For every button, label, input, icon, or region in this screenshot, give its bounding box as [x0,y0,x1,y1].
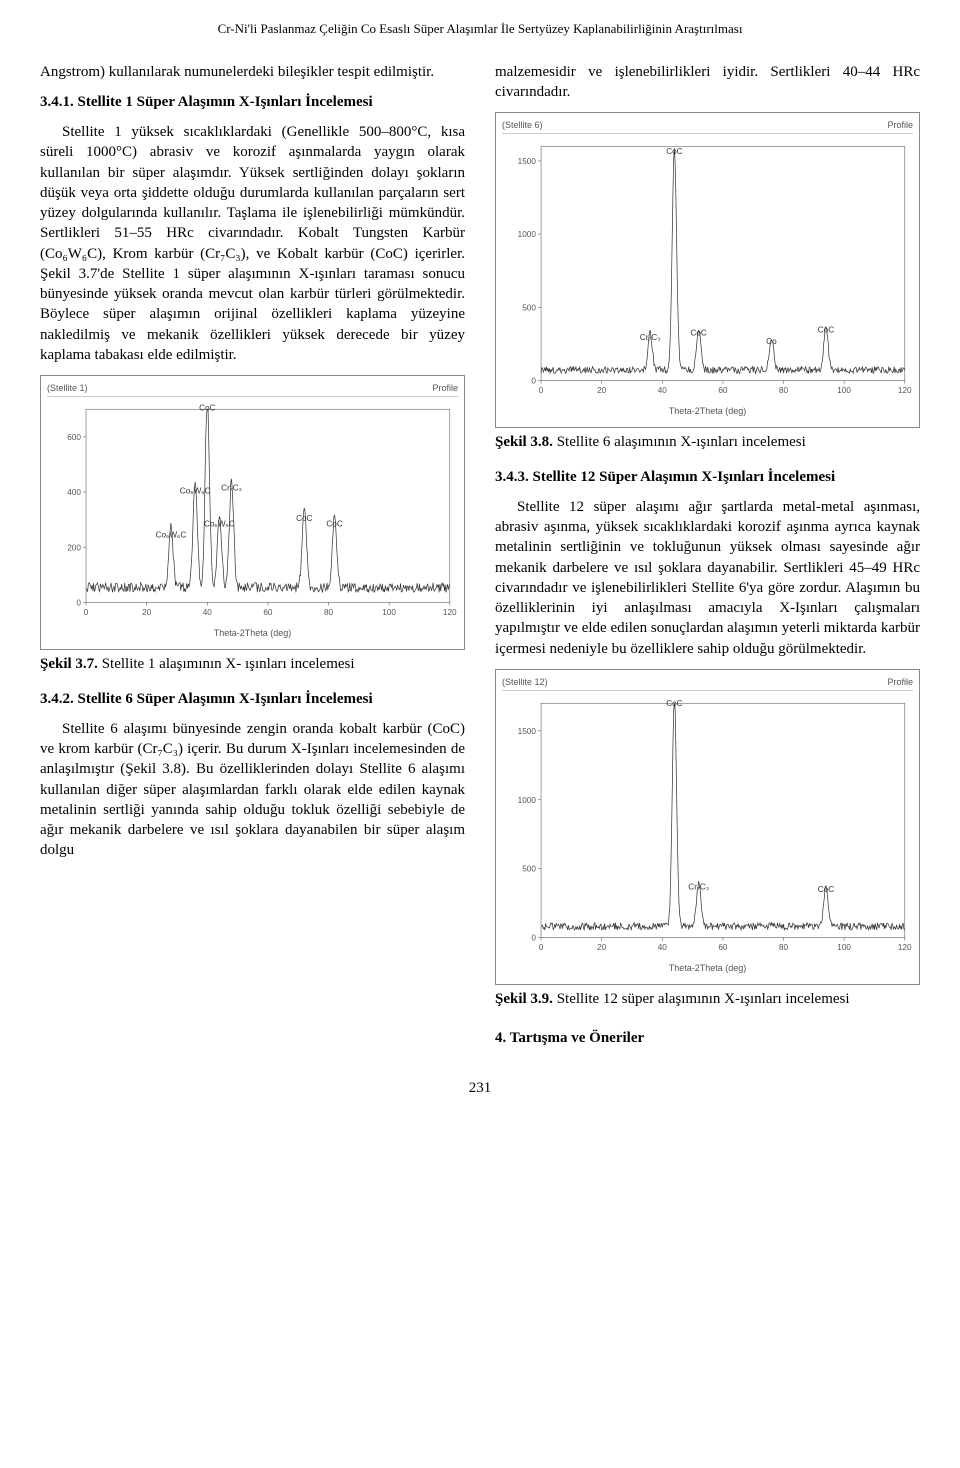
svg-text:0: 0 [539,943,544,952]
svg-text:0: 0 [531,377,536,386]
intro-paragraph: Angstrom) kullanılarak numunelerdeki bil… [40,62,465,82]
chart-header-left: (Stellite 1) [47,382,88,394]
svg-text:60: 60 [718,943,728,952]
svg-text:1000: 1000 [518,796,537,805]
svg-text:100: 100 [837,943,851,952]
figure-3-7-caption: Şekil 3.7. Stellite 1 alaşımının X- ışın… [40,654,465,674]
svg-text:100: 100 [837,386,851,395]
svg-text:Co₆W₆C: Co₆W₆C [180,487,211,496]
svg-text:0: 0 [76,599,81,608]
figure-3-7-chart: (Stellite 1) Profile 0 200 400 600 0 20 40 60 80… [40,375,465,650]
x-axis-label: Theta-2Theta (deg) [47,627,458,639]
section-3-4-3-title: 3.4.3. Stellite 12 Süper Alaşımın X-Işın… [495,467,920,487]
svg-text:CoC: CoC [296,514,312,523]
svg-text:CoC: CoC [818,885,834,894]
svg-text:CoC: CoC [666,699,682,708]
figure-3-9-chart: (Stellite 12) Profile 0 500 1000 1500 0 20 40 6… [495,669,920,985]
x-axis-label: Theta-2Theta (deg) [502,405,913,417]
svg-text:60: 60 [263,608,273,617]
svg-text:600: 600 [67,433,81,442]
chart-header-right: Profile [887,676,913,688]
svg-text:1000: 1000 [518,230,537,239]
svg-text:400: 400 [67,488,81,497]
svg-text:60: 60 [718,386,728,395]
stellite12-svg: 0 500 1000 1500 0 20 40 60 80 100 120 CoC Cr₇C₃ CoC [502,693,913,960]
svg-text:500: 500 [522,304,536,313]
svg-text:Cr₇C₃: Cr₇C₃ [688,882,709,891]
svg-text:CoC: CoC [666,147,682,156]
continuation-paragraph: malzemesidir ve işlenebilirlikleri iyidi… [495,62,920,103]
svg-text:80: 80 [779,943,789,952]
svg-text:Co₆W₆C: Co₆W₆C [204,520,235,529]
svg-text:120: 120 [898,943,912,952]
svg-text:120: 120 [443,608,457,617]
svg-text:CoC: CoC [199,404,215,413]
svg-text:0: 0 [531,934,536,943]
chart-header-left: (Stellite 6) [502,119,543,131]
svg-text:CoC: CoC [690,329,706,338]
svg-text:500: 500 [522,865,536,874]
svg-text:40: 40 [658,386,668,395]
section-3-4-1-title: 3.4.1. Stellite 1 Süper Alaşımın X-Işınl… [40,92,465,112]
section-3-4-3-body: Stellite 12 süper alaşımı ağır şartlarda… [495,497,920,659]
svg-text:20: 20 [597,386,607,395]
stellite6-svg: 0 500 1000 1500 0 20 40 60 80 100 120 Cr₇C₃ CoC CoC Co… [502,136,913,403]
section-3-4-2-title: 3.4.2. Stellite 6 Süper Alaşımın X-Işınl… [40,689,465,709]
svg-text:200: 200 [67,544,81,553]
svg-text:120: 120 [898,386,912,395]
page-header: Cr-Ni'li Paslanmaz Çeliğin Co Esaslı Süp… [40,20,920,38]
svg-text:1500: 1500 [518,157,537,166]
svg-text:80: 80 [324,608,334,617]
left-column: Angstrom) kullanılarak numunelerdeki bil… [40,62,465,1058]
svg-text:80: 80 [779,386,789,395]
svg-text:CoC: CoC [818,326,834,335]
section-3-4-1-body: Stellite 1 yüksek sıcaklıklardaki (Genel… [40,122,465,365]
svg-text:20: 20 [142,608,152,617]
svg-text:0: 0 [539,386,544,395]
svg-text:100: 100 [382,608,396,617]
svg-text:CoC: CoC [326,520,342,529]
two-column-layout: Angstrom) kullanılarak numunelerdeki bil… [40,62,920,1058]
chart-header-right: Profile [887,119,913,131]
section-4-title: 4. Tartışma ve Öneriler [495,1028,920,1048]
svg-text:1500: 1500 [518,727,537,736]
right-column: malzemesidir ve işlenebilirlikleri iyidi… [495,62,920,1058]
section-3-4-2-body: Stellite 6 alaşımı bünyesinde zengin ora… [40,719,465,861]
chart-header-right: Profile [432,382,458,394]
svg-text:40: 40 [658,943,668,952]
stellite1-svg: 0 200 400 600 0 20 40 60 80 100 120 Co₆W₆C Co₆W₆C CoC… [47,399,458,625]
svg-text:Co: Co [766,337,777,346]
svg-text:0: 0 [84,608,89,617]
figure-3-8-chart: (Stellite 6) Profile 0 500 1000 1500 0 20 40 60… [495,112,920,428]
svg-text:Cr₇C₃: Cr₇C₃ [221,484,242,493]
x-axis-label: Theta-2Theta (deg) [502,962,913,974]
figure-3-9-caption: Şekil 3.9. Stellite 12 süper alaşımının … [495,989,920,1009]
svg-text:Cr₇C₃: Cr₇C₃ [640,333,661,342]
page-number: 231 [40,1078,920,1098]
svg-text:40: 40 [203,608,213,617]
figure-3-8-caption: Şekil 3.8. Stellite 6 alaşımının X-ışınl… [495,432,920,452]
svg-text:Co₆W₆C: Co₆W₆C [156,531,187,540]
svg-text:20: 20 [597,943,607,952]
chart-header-left: (Stellite 12) [502,676,548,688]
